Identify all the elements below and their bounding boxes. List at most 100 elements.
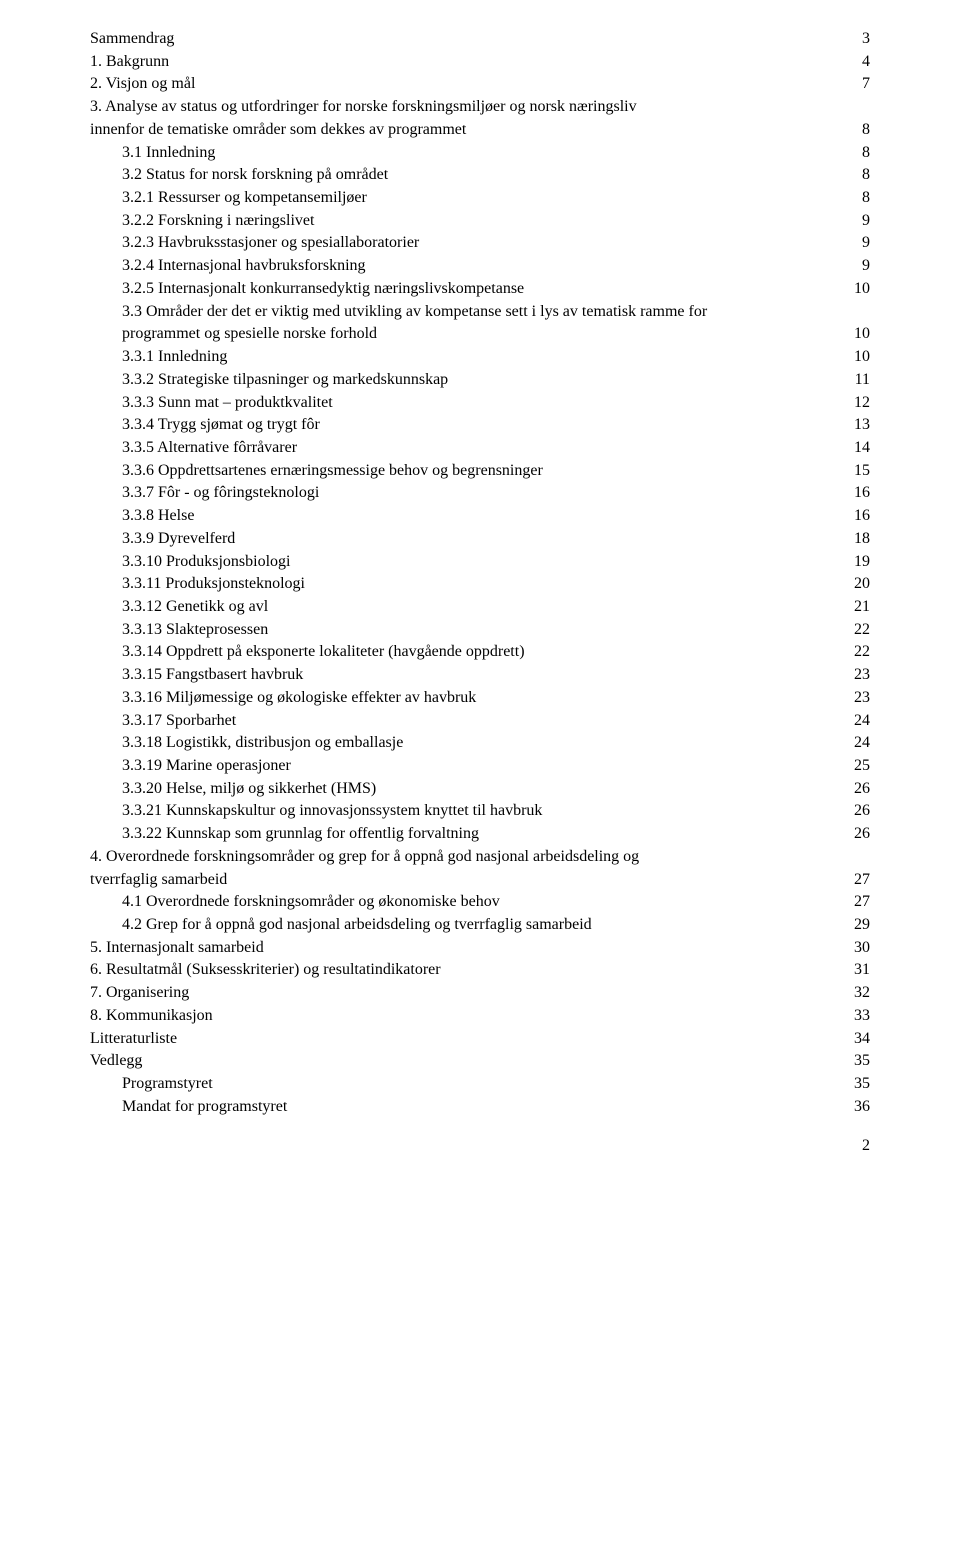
toc-entry-page: 30 [854, 937, 870, 960]
toc-entry-page: 24 [854, 710, 870, 733]
toc-entry-page: 27 [854, 869, 870, 892]
toc-entry-label: 3.3.12 Genetikk og avl [122, 596, 268, 619]
toc-entry: 3.1 Innledning8 [90, 142, 870, 165]
toc-entry: 3.3.3 Sunn mat – produktkvalitet 12 [90, 392, 870, 415]
toc-entry-page: 7 [862, 73, 870, 96]
toc-entry-page: 26 [854, 823, 870, 846]
toc-entry-page: 35 [854, 1050, 870, 1073]
toc-entry-label: 1. Bakgrunn [90, 51, 169, 74]
toc-entry-page: 34 [854, 1028, 870, 1051]
toc-entry: 7. Organisering32 [90, 982, 870, 1005]
toc-entry-label: 3.3.19 Marine operasjoner [122, 755, 291, 778]
toc-entry-label: 3.3 Områder der det er viktig med utvikl… [122, 301, 707, 324]
toc-entry-label: programmet og spesielle norske forhold [122, 323, 377, 346]
toc-entry-label: 3.3.22 Kunnskap som grunnlag for offentl… [122, 823, 479, 846]
toc-entry-page: 31 [854, 959, 870, 982]
toc-entry-page: 9 [862, 255, 870, 278]
toc-entry-page: 12 [854, 392, 870, 415]
toc-entry: 3.3 Områder der det er viktig med utvikl… [90, 301, 870, 324]
toc-entry: 3.3.13 Slakteprosessen 22 [90, 619, 870, 642]
toc-entry-label: 3.3.13 Slakteprosessen [122, 619, 268, 642]
toc-entry-page: 27 [854, 891, 870, 914]
toc-entry: 4.2 Grep for å oppnå god nasjonal arbeid… [90, 914, 870, 937]
toc-entry-page: 23 [854, 687, 870, 710]
toc-entry: 3.3.17 Sporbarhet 24 [90, 710, 870, 733]
toc-entry-label: 3. Analyse av status og utfordringer for… [90, 96, 637, 119]
toc-entry-label: 3.2.5 Internasjonalt konkurransedyktig n… [122, 278, 524, 301]
toc-entry: 3.3.5 Alternative fôrråvarer14 [90, 437, 870, 460]
toc-entry-page: 4 [862, 51, 870, 74]
toc-entry: innenfor de tematiske områder som dekkes… [90, 119, 870, 142]
toc-entry: 3.3.4 Trygg sjømat og trygt fôr13 [90, 414, 870, 437]
toc-entry: Mandat for programstyret 36 [90, 1096, 870, 1119]
toc-entry-label: 5. Internasjonalt samarbeid [90, 937, 264, 960]
toc-entry-page: 9 [862, 210, 870, 233]
toc-entry: 3. Analyse av status og utfordringer for… [90, 96, 870, 119]
toc-entry-label: 3.3.6 Oppdrettsartenes ernæringsmessige … [122, 460, 543, 483]
toc-entry: 3.3.1 Innledning10 [90, 346, 870, 369]
toc-entry: 3.3.14 Oppdrett på eksponerte lokalitete… [90, 641, 870, 664]
toc-entry: 5. Internasjonalt samarbeid 30 [90, 937, 870, 960]
toc-entry-page: 21 [854, 596, 870, 619]
toc-entry-page: 24 [854, 732, 870, 755]
toc-entry-label: 3.3.15 Fangstbasert havbruk [122, 664, 303, 687]
toc-entry: 4.1 Overordnede forskningsområder og øko… [90, 891, 870, 914]
toc-entry-label: 3.2.3 Havbruksstasjoner og spesiallabora… [122, 232, 419, 255]
toc-entry: 3.2.3 Havbruksstasjoner og spesiallabora… [90, 232, 870, 255]
toc-entry-label: 3.3.14 Oppdrett på eksponerte lokalitete… [122, 641, 525, 664]
toc-entry-label: 6. Resultatmål (Suksesskriterier) og res… [90, 959, 441, 982]
toc-entry-page: 22 [854, 619, 870, 642]
toc-entry: 3.3.2 Strategiske tilpasninger og marked… [90, 369, 870, 392]
toc-entry-label: 3.2.1 Ressurser og kompetansemiljøer [122, 187, 367, 210]
toc-entry-page: 8 [862, 119, 870, 142]
toc-entry-page: 36 [854, 1096, 870, 1119]
toc-entry-label: 3.3.18 Logistikk, distribusjon og emball… [122, 732, 403, 755]
toc-entry: 3.3.11 Produksjonsteknologi20 [90, 573, 870, 596]
toc-entry-label: 3.2.2 Forskning i næringslivet [122, 210, 314, 233]
toc-entry-label: 3.2 Status for norsk forskning på område… [122, 164, 388, 187]
toc-entry-page: 16 [854, 505, 870, 528]
toc-entry: 3.3.7 Fôr - og fôringsteknologi 16 [90, 482, 870, 505]
toc-entry-label: 3.3.8 Helse [122, 505, 194, 528]
toc-entry-label: Mandat for programstyret [122, 1096, 287, 1119]
toc-entry-label: 3.3.2 Strategiske tilpasninger og marked… [122, 369, 448, 392]
toc-entry-label: 3.3.7 Fôr - og fôringsteknologi [122, 482, 319, 505]
toc-entry-label: 3.3.3 Sunn mat – produktkvalitet [122, 392, 333, 415]
toc-entry-page: 26 [854, 800, 870, 823]
toc-entry-label: 3.3.16 Miljømessige og økologiske effekt… [122, 687, 476, 710]
toc-entry: Litteraturliste 34 [90, 1028, 870, 1051]
toc-entry-page: 29 [854, 914, 870, 937]
toc-entry: 3.3.22 Kunnskap som grunnlag for offentl… [90, 823, 870, 846]
toc-entry-label: 3.3.4 Trygg sjømat og trygt fôr [122, 414, 320, 437]
toc-entry: 6. Resultatmål (Suksesskriterier) og res… [90, 959, 870, 982]
toc-entry-label: 3.3.17 Sporbarhet [122, 710, 236, 733]
toc-entry: 3.3.21 Kunnskapskultur og innovasjonssys… [90, 800, 870, 823]
toc-entry-page: 9 [862, 232, 870, 255]
toc-entry-page: 10 [854, 346, 870, 369]
toc-entry-label: 3.3.5 Alternative fôrråvarer [122, 437, 297, 460]
toc-entry-label: 4. Overordnede forskningsområder og grep… [90, 846, 639, 869]
toc-entry-page: 16 [854, 482, 870, 505]
toc-entry-label: 7. Organisering [90, 982, 189, 1005]
toc-entry: 3.3.8 Helse 16 [90, 505, 870, 528]
toc-entry-page: 15 [854, 460, 870, 483]
toc-entry: programmet og spesielle norske forhold10 [90, 323, 870, 346]
toc-entry: 3.3.6 Oppdrettsartenes ernæringsmessige … [90, 460, 870, 483]
toc-entry-page: 26 [854, 778, 870, 801]
toc-entry: 1. Bakgrunn 4 [90, 51, 870, 74]
toc-entry-page: 20 [854, 573, 870, 596]
toc-entry: 3.2.4 Internasjonal havbruksforskning9 [90, 255, 870, 278]
toc-entry-label: Vedlegg [90, 1050, 142, 1073]
toc-entry-label: tverrfaglig samarbeid [90, 869, 227, 892]
toc-entry-label: 2. Visjon og mål [90, 73, 195, 96]
toc-entry-label: Litteraturliste [90, 1028, 177, 1051]
toc-entry: 3.3.12 Genetikk og avl 21 [90, 596, 870, 619]
toc-entry-label: innenfor de tematiske områder som dekkes… [90, 119, 466, 142]
toc-entry-label: 3.1 Innledning [122, 142, 215, 165]
toc-entry: 3.3.9 Dyrevelferd18 [90, 528, 870, 551]
toc-entry: 3.3.19 Marine operasjoner25 [90, 755, 870, 778]
toc-entry-page: 35 [854, 1073, 870, 1096]
toc-entry-label: 3.3.9 Dyrevelferd [122, 528, 235, 551]
table-of-contents: Sammendrag31. Bakgrunn42. Visjon og mål7… [90, 28, 870, 1119]
toc-entry: 8. Kommunikasjon33 [90, 1005, 870, 1028]
